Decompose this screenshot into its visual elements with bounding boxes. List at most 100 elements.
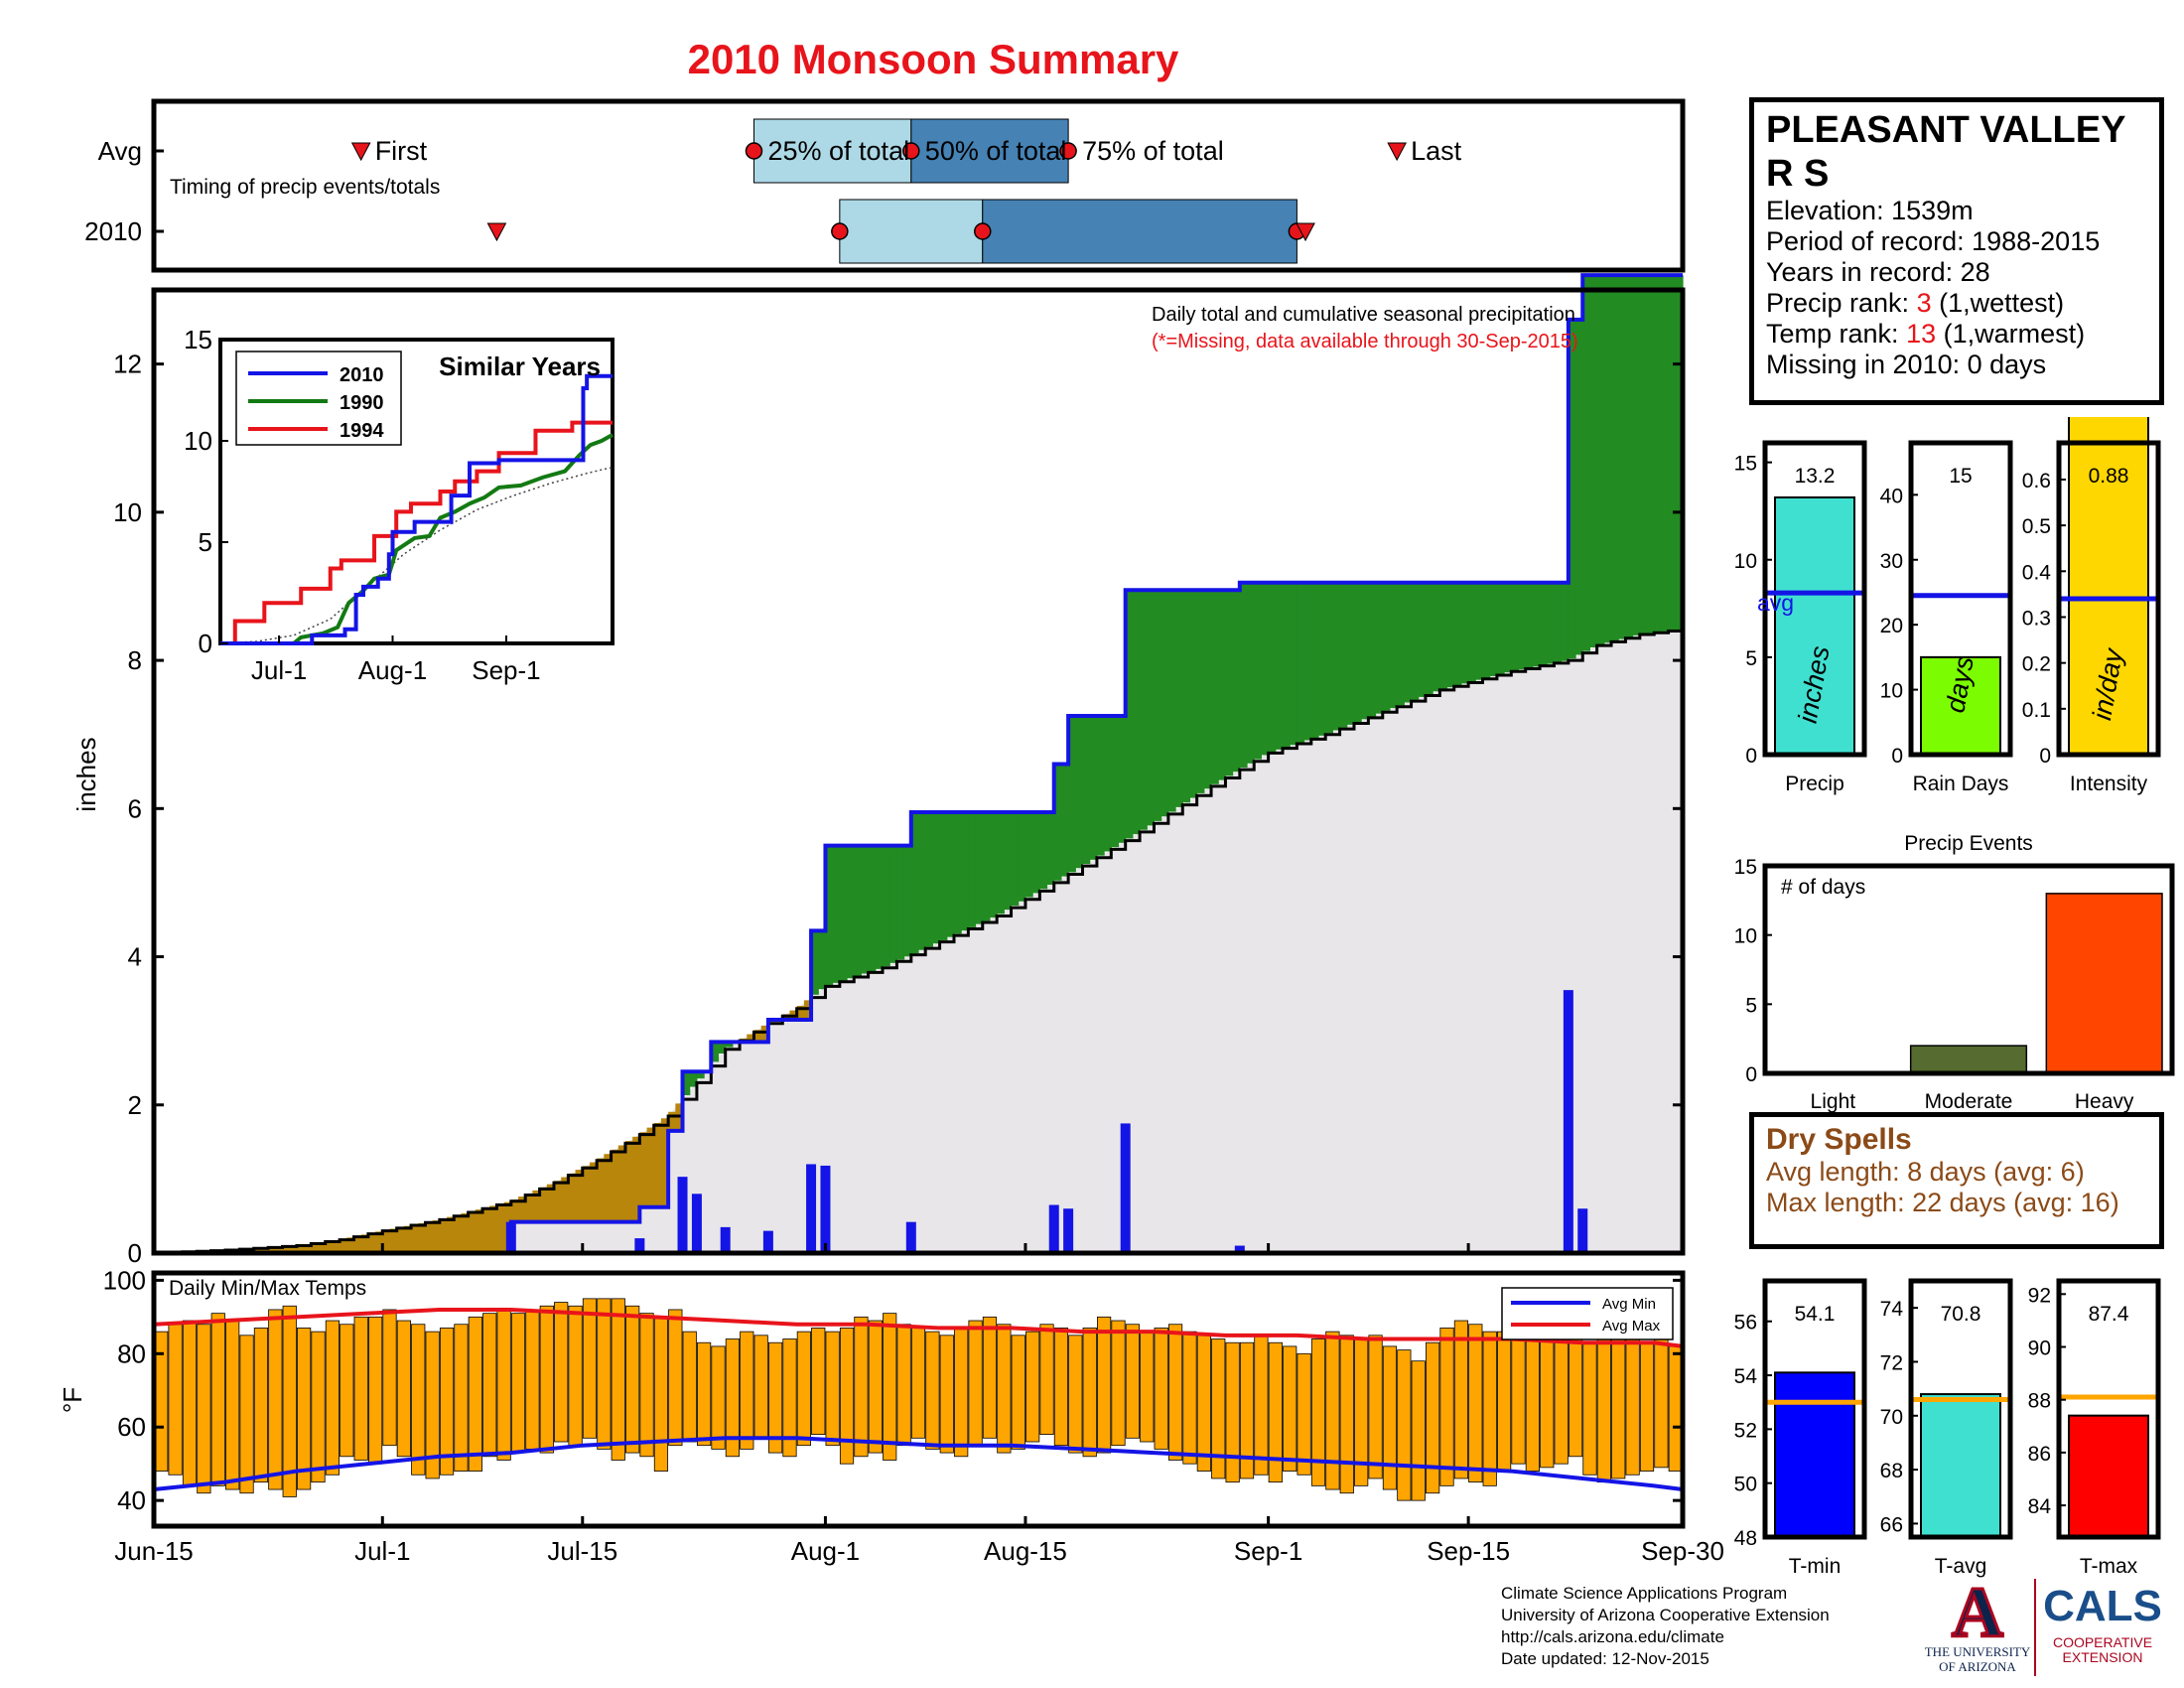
daily-temp-bar (1082, 1328, 1097, 1458)
daily-precip-bar (1048, 1204, 1059, 1253)
daily-temp-bar (796, 1331, 811, 1447)
above-average-fill (1167, 590, 1176, 812)
above-average-fill (1397, 582, 1405, 706)
timing-2010-percentile-marker (831, 222, 849, 240)
tmax_bar-y-tick-label: 92 (2028, 1284, 2051, 1307)
daily-temp-bar (753, 1335, 768, 1439)
below-average-fill (454, 1214, 463, 1253)
daily-temp-bar (382, 1309, 397, 1447)
tmin_bar-y-tick-label: 48 (1734, 1527, 1757, 1550)
above-average-fill (1096, 716, 1105, 856)
daily-temp-bar (1167, 1324, 1183, 1461)
above-average-fill (847, 845, 855, 979)
daily-temp-bar (883, 1313, 897, 1461)
daily-temp-bar (825, 1331, 840, 1447)
tmax_bar-y-tick-label: 84 (2028, 1495, 2052, 1518)
timing-caption: Timing of precip events/totals (170, 176, 440, 199)
below-average-fill (653, 1122, 662, 1207)
cals-logo-text: CALS (2043, 1582, 2162, 1630)
above-average-fill (1425, 582, 1433, 695)
ua-logo-letter: A (1952, 1573, 2003, 1652)
above-average-fill (1482, 582, 1491, 678)
above-average-fill (818, 930, 827, 990)
chart-subtitle: (*=Missing, data available through 30-Se… (1152, 331, 1578, 352)
below-average-fill (532, 1190, 541, 1222)
below-average-fill (510, 1199, 519, 1222)
daily-temp-bar (582, 1298, 598, 1439)
above-average-fill (1104, 716, 1112, 852)
daily-temp-bar (939, 1335, 954, 1454)
below-average-fill (360, 1234, 369, 1253)
daily-temp-bar (239, 1335, 254, 1494)
precip_total-frame (1762, 440, 1867, 758)
timing-avg-first-last-marker (1387, 142, 1407, 162)
y-axis-label: inches (71, 737, 101, 811)
inset-y-tick-label: 5 (199, 527, 212, 557)
timing-row-label-2010: 2010 (84, 216, 142, 246)
dry-spells-avg-length: Avg length: 8 days (avg: 6) (1766, 1157, 2085, 1187)
daily-temp-bar (1668, 1345, 1683, 1472)
above-average-fill (1446, 582, 1455, 688)
above-average-fill (1468, 582, 1476, 682)
below-average-fill (518, 1196, 526, 1222)
daily-temp-bar (1025, 1331, 1040, 1443)
y-tick-label: 10 (113, 497, 142, 527)
daily-precip-bar (634, 1238, 645, 1253)
above-average-fill (1661, 275, 1670, 632)
avg-cumulative-line (154, 629, 1685, 1255)
daily-temp-bar (1068, 1335, 1083, 1454)
above-average-fill (1504, 582, 1512, 673)
above-average-fill (1303, 582, 1312, 741)
below-average-fill (482, 1207, 490, 1253)
above-average-fill (1268, 582, 1277, 753)
above-average-fill (1232, 590, 1241, 773)
above-average-fill (854, 845, 863, 976)
below-average-fill (597, 1158, 605, 1222)
above-average-fill (982, 812, 991, 921)
above-average-fill (1554, 582, 1563, 663)
daily-temp-bar (1297, 1352, 1311, 1476)
below-average-fill (375, 1231, 383, 1253)
precip_total-bar (1774, 495, 1855, 756)
above-average-fill (1518, 582, 1527, 670)
daily-temp-bar (182, 1320, 198, 1486)
daily-temp-bar (811, 1328, 826, 1436)
above-average-fill (1439, 582, 1448, 689)
station-years: Years in record: 28 (1766, 257, 1990, 287)
daily-temp-bar (168, 1324, 183, 1476)
above-average-fill (889, 845, 898, 963)
daily-temp-bar (1639, 1341, 1655, 1472)
rain_days-x-label: Rain Days (1913, 773, 2009, 795)
precip_total-y-tick-label: 15 (1734, 453, 1757, 476)
timing-avg-q2-box (910, 118, 1069, 184)
temps-legend-box (1501, 1287, 1674, 1340)
below-average-fill (382, 1229, 391, 1253)
above-average-fill (953, 812, 962, 934)
below-average-fill (353, 1235, 362, 1253)
footer-line-url: http://cals.arizona.edu/climate (1501, 1627, 1724, 1646)
below-average-fill (639, 1132, 648, 1207)
above-average-fill (1160, 590, 1169, 817)
timing-2010-percentile-marker (974, 222, 992, 240)
tmin_bar-y-tick-label: 56 (1734, 1312, 1757, 1335)
avg-min-line (153, 1436, 1684, 1492)
timing-avg-first-last-marker (350, 142, 371, 162)
above-average-fill (1317, 582, 1326, 736)
precip_total-value-label: 13.2 (1795, 465, 1836, 488)
daily-temp-bar (625, 1305, 640, 1454)
daily-temp-bar (1196, 1335, 1211, 1472)
cals-logo-sub-1: COOPERATIVE (2053, 1634, 2152, 1650)
daily-temp-bar (697, 1341, 712, 1447)
above-average-fill (1111, 716, 1120, 848)
above-average-fill (1668, 275, 1677, 632)
daily-temp-bar (839, 1328, 855, 1465)
tmax_bar-value-label: 87.4 (2089, 1303, 2129, 1326)
daily-temp-bar (1511, 1335, 1526, 1465)
page-title: 2010 Monsoon Summary (687, 36, 1179, 82)
above-average-fill (825, 845, 834, 986)
below-average-fill (447, 1216, 455, 1253)
above-average-fill (896, 845, 905, 960)
daily-temp-bar (854, 1316, 869, 1458)
below-average-fill (468, 1211, 477, 1253)
footer-line-university: University of Arizona Cooperative Extens… (1501, 1606, 1830, 1624)
